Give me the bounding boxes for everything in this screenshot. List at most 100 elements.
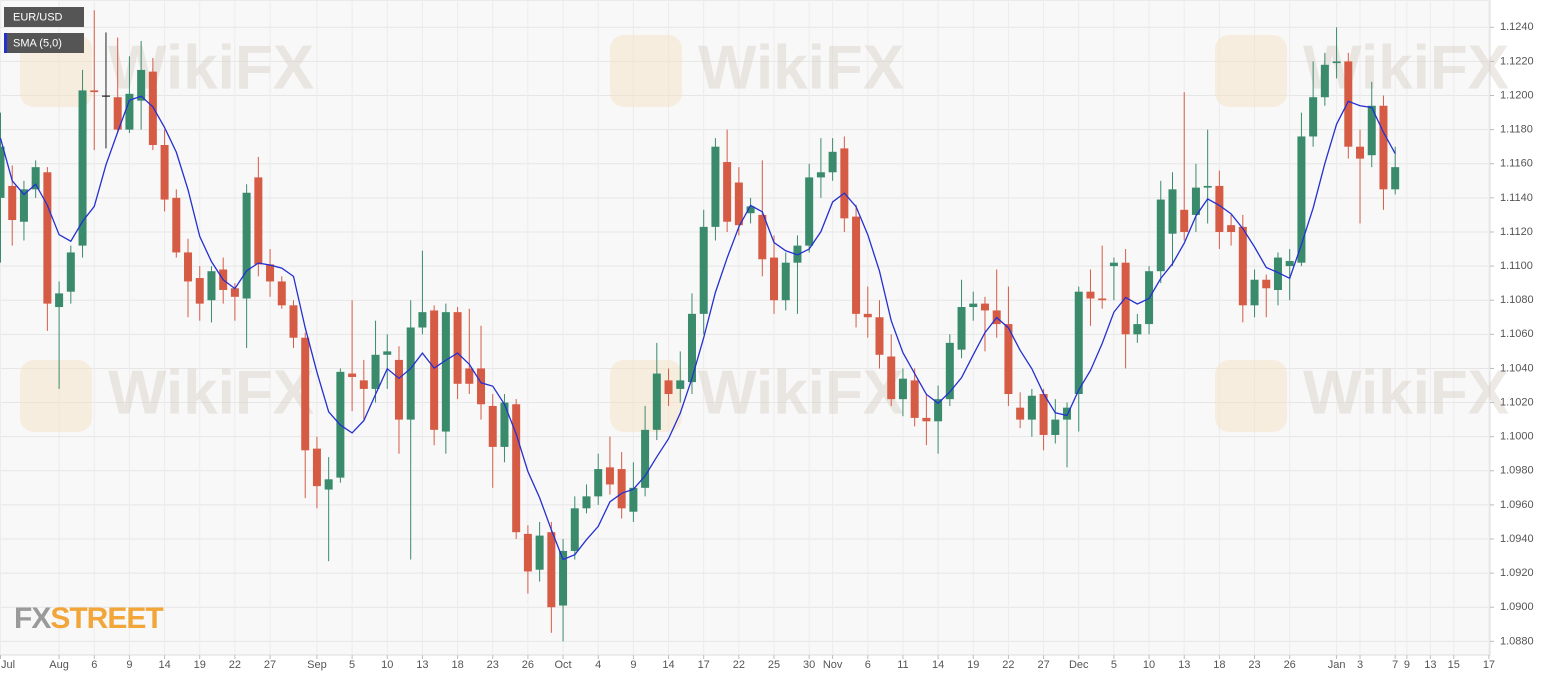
- candle-body: [31, 167, 40, 190]
- logo-street: STREET: [50, 602, 163, 635]
- candle-body: [1051, 419, 1060, 435]
- watermark-icon: [20, 360, 92, 432]
- watermark-icon: [610, 35, 682, 107]
- candle-body: [1320, 64, 1329, 98]
- candle-body: [758, 214, 767, 260]
- candle-body: [359, 380, 368, 389]
- candle-body: [957, 307, 966, 350]
- x-tick-label: 4: [595, 659, 601, 671]
- candle-body: [1133, 324, 1142, 335]
- candle-body: [781, 262, 790, 301]
- candle-body: [277, 281, 286, 306]
- x-tick-label: 13: [1178, 659, 1190, 671]
- watermark-icon: [1215, 360, 1287, 432]
- x-tick-label: 5: [1111, 659, 1117, 671]
- x-tick-label: 6: [91, 659, 97, 671]
- candle-body: [1367, 105, 1376, 156]
- x-tick-label: 10: [381, 659, 393, 671]
- x-tick-label: 6: [865, 659, 871, 671]
- candle-body: [605, 467, 614, 485]
- x-tick-label: 17: [698, 659, 710, 671]
- candle-body: [816, 172, 825, 178]
- candle-body: [922, 417, 931, 422]
- y-tick-label: 1.1100: [1500, 260, 1533, 272]
- x-tick-label: Dec: [1069, 659, 1089, 671]
- candle-body: [934, 399, 943, 422]
- x-tick-label: 9: [126, 659, 132, 671]
- legend-label: SMA (5,0): [13, 37, 62, 49]
- x-tick-label: 18: [1213, 659, 1225, 671]
- candle-body: [770, 257, 779, 301]
- candle-body: [523, 533, 532, 572]
- watermark: WikiFX: [108, 358, 314, 427]
- watermark: WikiFX: [1303, 358, 1509, 427]
- y-tick-label: 1.1060: [1500, 328, 1534, 340]
- x-tick-label: 27: [1037, 659, 1049, 671]
- candle-body: [8, 185, 17, 221]
- candle-body: [90, 90, 99, 93]
- axes: 1.0880 1.0900 1.0920 1.0940 1.0960 1.0980 1.10…: [0, 21, 1534, 671]
- y-tick-label: 1.1080: [1500, 294, 1534, 306]
- candle-body: [1250, 279, 1259, 306]
- candle-body: [664, 380, 673, 395]
- plot-area: [0, 0, 1491, 656]
- candle-body: [535, 535, 544, 570]
- candle-body: [641, 429, 650, 488]
- watermark: WikiFX: [698, 33, 904, 102]
- legend-box: [4, 33, 84, 53]
- x-tick-label: 19: [967, 659, 979, 671]
- candle-body: [500, 402, 509, 447]
- candle-body: [1156, 199, 1165, 272]
- candle-body: [1391, 167, 1400, 190]
- logo: FXSTREET: [14, 602, 163, 635]
- x-tick-label: 30: [803, 659, 815, 671]
- x-tick-label: Nov: [823, 659, 843, 671]
- y-tick-label: 1.1240: [1500, 21, 1534, 33]
- candle-body: [1297, 136, 1306, 263]
- candle-body: [711, 146, 720, 227]
- candle-body: [488, 405, 497, 447]
- candle-body: [371, 354, 380, 389]
- candle-body: [1238, 226, 1247, 306]
- candle-body: [477, 368, 486, 405]
- candle-body: [148, 71, 157, 145]
- plot: [0, 10, 1400, 642]
- candle-body: [1203, 185, 1212, 188]
- candle-body: [734, 182, 743, 226]
- candle-body: [301, 337, 310, 451]
- candle-body: [137, 69, 146, 101]
- x-tick-label: 22: [229, 659, 241, 671]
- x-tick-label: 26: [1284, 659, 1296, 671]
- candle-body: [687, 313, 696, 383]
- candle-body: [430, 310, 439, 430]
- candle-body: [969, 303, 978, 308]
- x-tick-label: 15: [1448, 659, 1460, 671]
- candle-body: [852, 216, 861, 314]
- x-tick-label: 5: [349, 659, 355, 671]
- candle-body: [570, 508, 579, 551]
- x-tick-label: 7: [1392, 659, 1398, 671]
- watermark-icon: [610, 360, 682, 432]
- x-tick-label: Jan: [1328, 659, 1346, 671]
- candle-body: [1285, 260, 1294, 267]
- candle-body: [805, 177, 814, 246]
- x-tick-label: 14: [932, 659, 944, 671]
- candle-body: [828, 151, 837, 173]
- candle-body: [1191, 187, 1200, 215]
- x-tick-label: 27: [264, 659, 276, 671]
- watermark: WikiFX: [698, 358, 904, 427]
- watermark-icon: [1215, 35, 1287, 107]
- candle-body: [195, 278, 204, 304]
- candle-body: [184, 252, 193, 282]
- y-tick-label: 1.0980: [1500, 465, 1534, 477]
- candle-body: [875, 317, 884, 355]
- y-tick-label: 1.0900: [1500, 601, 1534, 613]
- candle-body: [887, 356, 896, 400]
- x-tick-label: 3: [1357, 659, 1363, 671]
- candle-body: [383, 351, 392, 355]
- y-tick-label: 1.1000: [1500, 431, 1534, 443]
- y-tick-label: 1.1200: [1500, 89, 1534, 101]
- candle-body: [652, 373, 661, 430]
- x-tick-label: 14: [662, 659, 674, 671]
